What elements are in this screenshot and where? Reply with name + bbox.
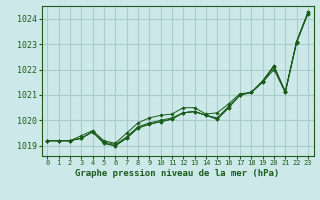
X-axis label: Graphe pression niveau de la mer (hPa): Graphe pression niveau de la mer (hPa) [76, 169, 280, 178]
